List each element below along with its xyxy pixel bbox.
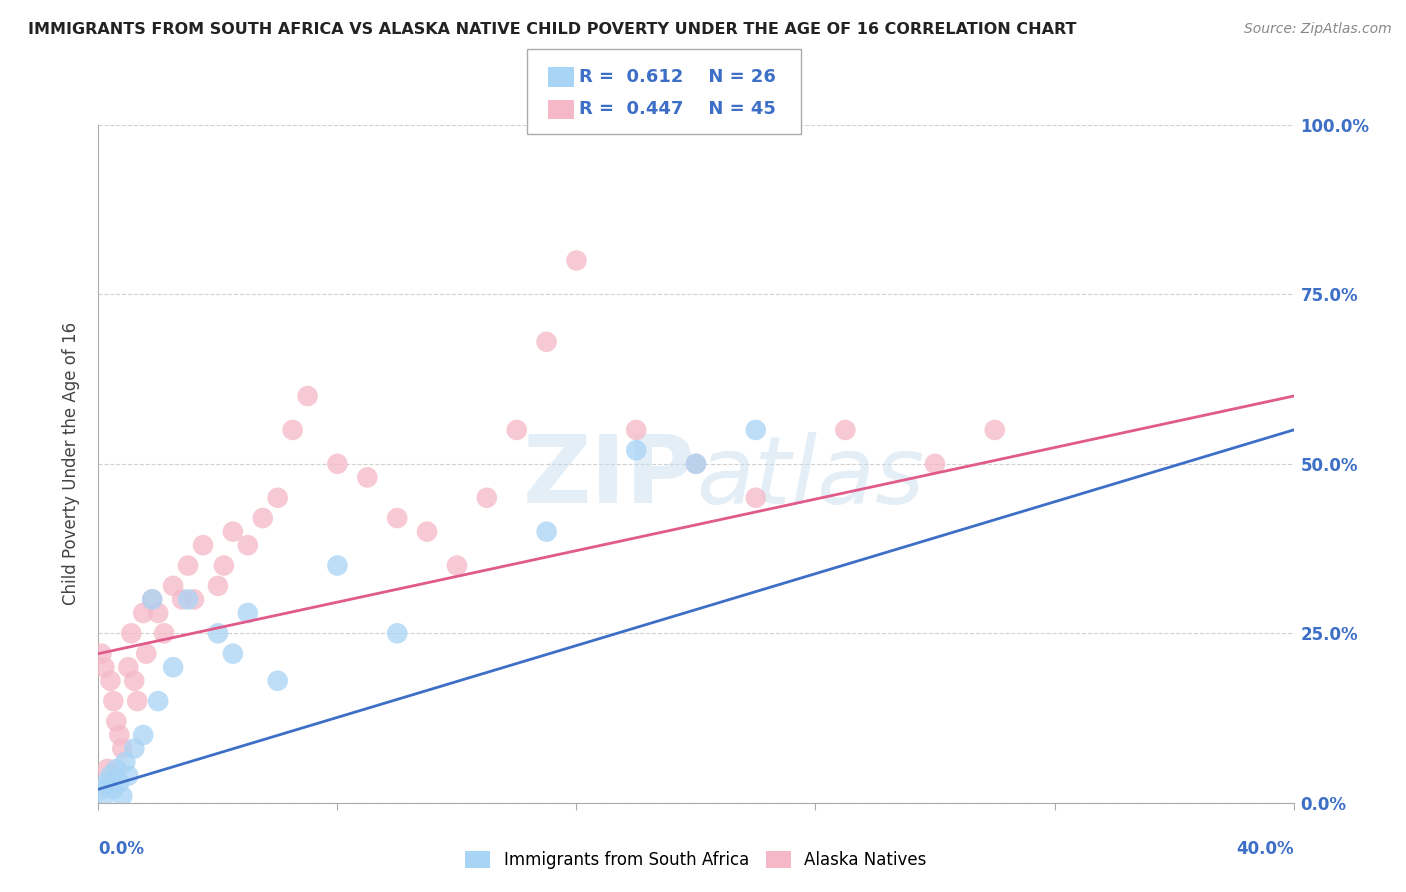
Point: [96, 762, 118, 776]
Point: [177, 558, 200, 573]
Point: [141, 592, 163, 607]
Y-axis label: Child Poverty Under the Age of 16: Child Poverty Under the Age of 16: [62, 322, 80, 606]
Text: R =  0.447    N = 45: R = 0.447 N = 45: [579, 101, 776, 119]
Text: atlas: atlas: [696, 432, 924, 523]
Point: [127, 694, 149, 708]
Point: [356, 470, 378, 484]
Point: [565, 253, 588, 268]
Point: [834, 423, 856, 437]
Point: [745, 491, 768, 505]
Point: [183, 592, 205, 607]
Point: [267, 673, 290, 688]
Point: [105, 762, 128, 776]
Point: [114, 755, 136, 769]
Point: [105, 714, 128, 729]
Point: [93, 660, 115, 674]
Point: [236, 606, 259, 620]
Text: 0.0%: 0.0%: [98, 840, 145, 858]
Point: [141, 592, 163, 607]
Point: [475, 491, 498, 505]
Point: [108, 728, 131, 742]
Point: [148, 606, 170, 620]
Point: [326, 558, 349, 573]
Point: [536, 524, 558, 539]
Point: [281, 423, 304, 437]
Point: [626, 443, 648, 458]
Point: [100, 673, 122, 688]
Point: [416, 524, 439, 539]
Text: ZIP: ZIP: [523, 432, 696, 524]
Point: [326, 457, 349, 471]
Point: [96, 775, 118, 789]
Point: [236, 538, 259, 552]
Point: [267, 491, 290, 505]
Point: [103, 694, 125, 708]
Point: [626, 423, 648, 437]
Point: [207, 626, 229, 640]
Point: [984, 423, 1007, 437]
Point: [685, 457, 707, 471]
Point: [745, 423, 768, 437]
Legend: Immigrants from South Africa, Alaska Natives: Immigrants from South Africa, Alaska Nat…: [458, 845, 934, 876]
Point: [100, 769, 122, 783]
Point: [177, 592, 200, 607]
Point: [117, 660, 139, 674]
Point: [117, 769, 139, 783]
Point: [153, 626, 176, 640]
Point: [385, 626, 409, 640]
Point: [506, 423, 529, 437]
Point: [222, 647, 245, 661]
Point: [111, 741, 134, 756]
Point: [685, 457, 707, 471]
Point: [132, 606, 155, 620]
Point: [132, 728, 155, 742]
Point: [148, 694, 170, 708]
Point: [446, 558, 468, 573]
Point: [120, 626, 142, 640]
Point: [111, 789, 134, 803]
Text: IMMIGRANTS FROM SOUTH AFRICA VS ALASKA NATIVE CHILD POVERTY UNDER THE AGE OF 16 : IMMIGRANTS FROM SOUTH AFRICA VS ALASKA N…: [28, 22, 1077, 37]
Text: Source: ZipAtlas.com: Source: ZipAtlas.com: [1244, 22, 1392, 37]
Point: [191, 538, 214, 552]
Point: [172, 592, 194, 607]
Point: [297, 389, 319, 403]
Point: [385, 511, 409, 525]
Point: [924, 457, 946, 471]
Point: [536, 334, 558, 349]
Text: 40.0%: 40.0%: [1236, 840, 1294, 858]
Point: [252, 511, 274, 525]
Point: [93, 789, 115, 803]
Text: R =  0.612    N = 26: R = 0.612 N = 26: [579, 68, 776, 86]
Point: [90, 782, 112, 797]
Point: [207, 579, 229, 593]
Point: [222, 524, 245, 539]
Point: [124, 741, 146, 756]
Point: [108, 775, 131, 789]
Point: [162, 660, 184, 674]
Point: [212, 558, 235, 573]
Point: [90, 647, 112, 661]
Point: [103, 782, 125, 797]
Point: [135, 647, 157, 661]
Point: [124, 673, 146, 688]
Point: [162, 579, 184, 593]
